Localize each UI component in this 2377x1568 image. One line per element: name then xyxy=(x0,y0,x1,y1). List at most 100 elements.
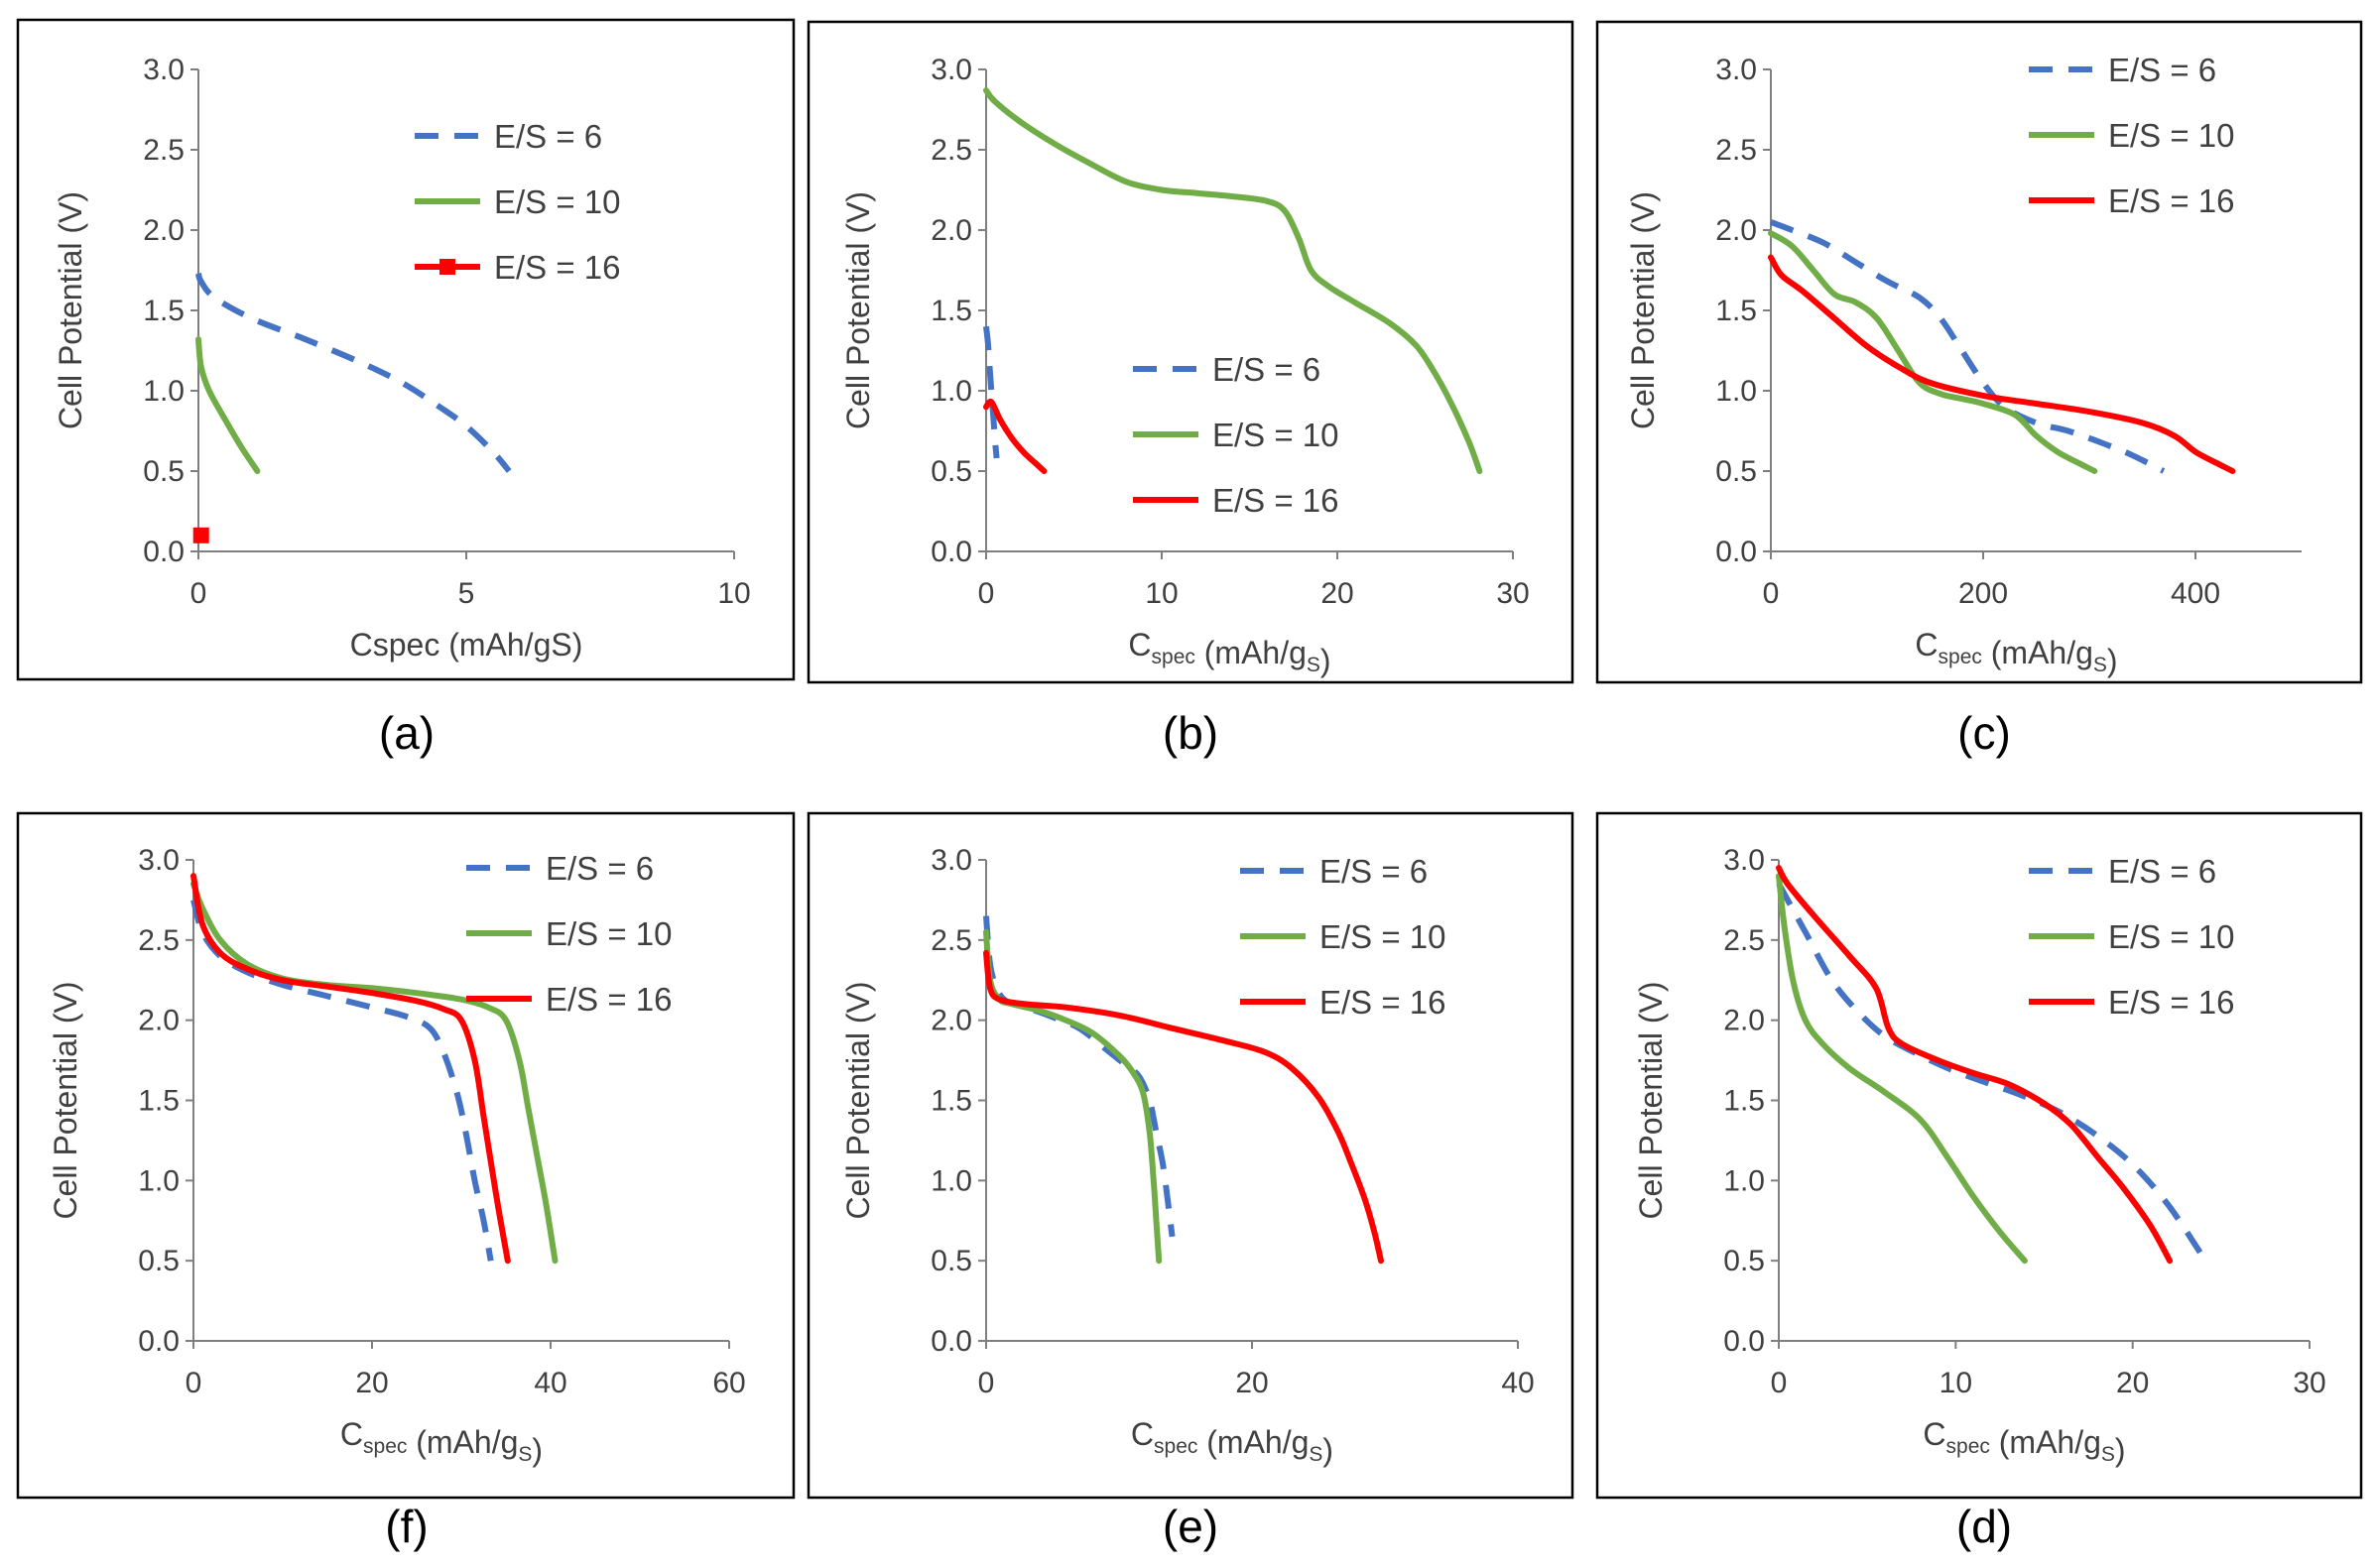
y-tick-label: 0.5 xyxy=(138,1245,180,1277)
legend-item: E/S = 10 xyxy=(1240,918,1446,955)
x-axis-title: Cspec (mAh/gS) xyxy=(1131,1416,1333,1468)
legend-item: E/S = 6 xyxy=(1240,853,1428,890)
y-tick-label: 0.0 xyxy=(1715,536,1757,568)
panel-label: (a) xyxy=(379,707,435,759)
panel-frame xyxy=(1595,20,2363,684)
legend-item: E/S = 6 xyxy=(466,850,654,887)
series-line-2 xyxy=(190,881,559,1265)
series-line-1 xyxy=(983,915,1176,1238)
y-tick-label: 1.0 xyxy=(931,1164,972,1197)
x-tick-label: 20 xyxy=(1235,1367,1268,1399)
chart-panel-e: 0.0 0.5 1.0 1.5 2.0 2.5 3.0 0 20 40 Cell Potential… xyxy=(807,811,1574,1500)
y-tick-label: 1.5 xyxy=(143,295,185,327)
chart-panel-f: 0.0 0.5 1.0 1.5 2.0 2.5 3.0 0 20 40 60 Cell Potenti… xyxy=(16,811,796,1500)
legend-item: E/S = 10 xyxy=(466,915,673,952)
legend-item: E/S = 10 xyxy=(2029,117,2235,154)
y-tick-label: 1.0 xyxy=(1723,1164,1765,1197)
y-tick-label: 0.5 xyxy=(931,1245,972,1277)
y-tick-label: 0.0 xyxy=(143,536,185,568)
series-line-2 xyxy=(1768,230,2098,474)
x-tick-label: 40 xyxy=(534,1367,566,1399)
legend-label: E/S = 16 xyxy=(546,981,673,1018)
y-tick-label: 1.5 xyxy=(1715,295,1757,327)
y-tick-label: 0.0 xyxy=(931,1325,972,1358)
legend-item: E/S = 16 xyxy=(415,249,621,286)
legend-item: E/S = 10 xyxy=(415,183,621,220)
x-tick-label: 5 xyxy=(458,577,475,610)
legend-label: E/S = 6 xyxy=(2108,52,2216,88)
series-line-3 xyxy=(983,949,1384,1265)
chart-panel-b: 0.0 0.5 1.0 1.5 2.0 2.5 3.0 0 10 20 30 Cell Potenti… xyxy=(807,20,1574,684)
y-tick-label: 0.0 xyxy=(138,1325,180,1358)
panel-label: (e) xyxy=(1163,1501,1218,1552)
legend-item: E/S = 16 xyxy=(466,981,673,1018)
legend-marker xyxy=(439,259,455,275)
legend-label: E/S = 16 xyxy=(1212,482,1339,519)
x-tick-label: 400 xyxy=(2171,577,2220,610)
y-tick-label: 0.0 xyxy=(1723,1325,1765,1358)
y-axis-title: Cell Potential (V) xyxy=(1633,981,1669,1219)
x-tick-label: 10 xyxy=(1939,1367,1972,1399)
y-axis-title: Cell Potential (V) xyxy=(48,981,83,1219)
y-axis-title: Cell Potential (V) xyxy=(53,191,88,429)
y-tick-label: 2.0 xyxy=(1723,1005,1765,1037)
legend-label: E/S = 10 xyxy=(1212,417,1339,453)
series-line-2 xyxy=(195,336,261,474)
panel-frame xyxy=(1595,811,2363,1500)
y-tick-label: 2.5 xyxy=(138,924,180,957)
y-tick-label: 0.5 xyxy=(931,455,972,488)
x-tick-label: 30 xyxy=(1496,577,1529,610)
panel-frame xyxy=(16,811,796,1500)
y-tick-label: 0.5 xyxy=(1715,455,1757,488)
y-tick-label: 3.0 xyxy=(143,54,185,86)
series-line-2 xyxy=(983,87,1483,474)
panel-label: (c) xyxy=(1957,707,2011,759)
y-axis-title: Cell Potential (V) xyxy=(840,191,876,429)
y-axis-title: Cell Potential (V) xyxy=(1625,191,1661,429)
panel-label: (b) xyxy=(1163,707,1218,759)
y-tick-label: 1.5 xyxy=(931,295,972,327)
x-tick-label: 200 xyxy=(1958,577,2008,610)
x-axis-title: Cspec (mAh/gS) xyxy=(1923,1416,2125,1468)
y-tick-label: 3.0 xyxy=(931,54,972,86)
x-tick-label: 0 xyxy=(978,577,995,610)
legend-label: E/S = 6 xyxy=(1212,351,1320,388)
x-tick-label: 40 xyxy=(1501,1367,1534,1399)
y-tick-label: 3.0 xyxy=(931,844,972,877)
y-tick-label: 1.5 xyxy=(138,1085,180,1118)
x-tick-label: 0 xyxy=(190,577,207,610)
panel-frame xyxy=(807,811,1574,1500)
y-tick-label: 1.0 xyxy=(138,1164,180,1197)
y-tick-label: 1.0 xyxy=(931,375,972,408)
series-line-1 xyxy=(1776,882,2206,1260)
x-tick-label: 0 xyxy=(1771,1367,1788,1399)
y-axis-title: Cell Potential (V) xyxy=(840,981,876,1219)
legend-item: E/S = 16 xyxy=(2029,182,2235,219)
legend-label: E/S = 16 xyxy=(494,249,621,286)
x-axis-title: Cspec (mAh/gS) xyxy=(350,627,583,663)
y-tick-label: 2.0 xyxy=(143,214,185,247)
legend-label: E/S = 10 xyxy=(494,183,621,220)
legend-label: E/S = 6 xyxy=(2108,853,2216,890)
y-tick-label: 0.0 xyxy=(931,536,972,568)
legend-label: E/S = 6 xyxy=(1319,853,1428,890)
series-line-1 xyxy=(190,899,494,1262)
chart-panel-d: 0.0 0.5 1.0 1.5 2.0 2.5 3.0 0 10 20 30 Cell Potenti… xyxy=(1595,811,2363,1500)
y-tick-label: 1.5 xyxy=(1723,1085,1765,1118)
series-line-1 xyxy=(983,325,1000,459)
legend-item: E/S = 6 xyxy=(1133,351,1320,388)
x-tick-label: 10 xyxy=(717,577,750,610)
legend-item: E/S = 10 xyxy=(2029,918,2235,955)
y-tick-label: 1.0 xyxy=(143,375,185,408)
y-tick-label: 2.5 xyxy=(931,134,972,167)
legend-label: E/S = 16 xyxy=(1319,984,1446,1021)
x-tick-label: 0 xyxy=(978,1367,995,1399)
y-tick-label: 2.5 xyxy=(143,134,185,167)
series-line-1 xyxy=(195,272,512,473)
series-line-3 xyxy=(1768,254,2236,474)
legend-item: E/S = 10 xyxy=(1133,417,1339,453)
panel-label: (d) xyxy=(1956,1501,2012,1552)
legend-label: E/S = 16 xyxy=(2108,182,2235,219)
chart-panel-a: 0.0 0.5 1.0 1.5 2.0 2.5 3.0 0 5 10 Cell Potential … xyxy=(16,18,796,681)
